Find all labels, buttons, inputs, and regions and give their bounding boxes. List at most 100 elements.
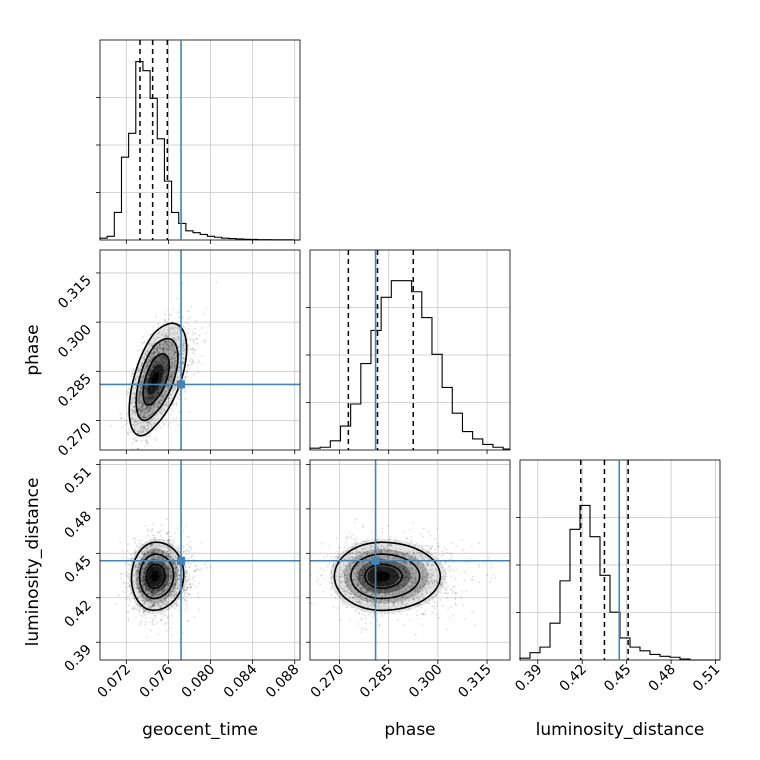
sample-point bbox=[133, 411, 135, 413]
sample-point bbox=[138, 387, 141, 390]
sample-point bbox=[168, 385, 171, 388]
sample-point bbox=[141, 401, 143, 404]
sample-point bbox=[144, 623, 147, 626]
sample-point bbox=[145, 442, 148, 445]
sample-point bbox=[144, 398, 147, 401]
sample-point bbox=[144, 396, 147, 399]
sample-point bbox=[144, 416, 147, 419]
sample-point bbox=[140, 365, 143, 368]
sample-point bbox=[141, 410, 144, 413]
sample-point bbox=[139, 411, 142, 413]
sample-point bbox=[170, 366, 173, 369]
sample-point bbox=[137, 368, 140, 371]
sample-point bbox=[170, 331, 173, 334]
sample-point bbox=[171, 359, 174, 361]
sample-point bbox=[166, 359, 168, 362]
sample-point bbox=[133, 396, 136, 399]
sample-point bbox=[188, 324, 190, 327]
sample-point bbox=[157, 387, 160, 390]
sample-point bbox=[137, 419, 140, 422]
sample-point bbox=[174, 532, 176, 534]
sample-point bbox=[188, 536, 190, 539]
sample-point bbox=[140, 406, 143, 408]
sample-point bbox=[149, 409, 151, 412]
sample-point bbox=[146, 378, 149, 380]
sample-point bbox=[172, 308, 175, 310]
sample-point bbox=[131, 442, 134, 445]
sample-point bbox=[141, 451, 143, 453]
sample-point bbox=[134, 437, 136, 440]
sample-point bbox=[160, 399, 163, 402]
sample-point bbox=[110, 425, 113, 428]
sample-point bbox=[183, 595, 186, 597]
sample-point bbox=[143, 412, 146, 415]
sample-point bbox=[145, 378, 148, 381]
sample-point bbox=[134, 413, 137, 415]
sample-point bbox=[121, 426, 124, 428]
sample-point bbox=[169, 358, 172, 361]
sample-point bbox=[156, 426, 159, 429]
sample-point bbox=[165, 362, 168, 365]
sample-point bbox=[153, 347, 155, 350]
sample-point bbox=[191, 362, 194, 365]
sample-point bbox=[148, 435, 150, 438]
sample-point bbox=[153, 409, 156, 412]
sample-point bbox=[201, 363, 204, 366]
sample-point bbox=[149, 414, 151, 417]
sample-point bbox=[161, 421, 164, 424]
sample-point bbox=[151, 394, 154, 397]
sample-point bbox=[170, 367, 173, 370]
sample-point bbox=[140, 621, 142, 624]
sample-point bbox=[149, 408, 152, 410]
sample-point bbox=[154, 359, 157, 362]
sample-point bbox=[149, 368, 152, 370]
sample-point bbox=[145, 405, 148, 408]
sample-point bbox=[184, 389, 187, 392]
sample-point bbox=[175, 403, 178, 405]
sample-point bbox=[149, 395, 152, 398]
sample-point bbox=[148, 374, 151, 376]
sample-point bbox=[178, 311, 181, 314]
sample-point bbox=[141, 405, 144, 408]
sample-point bbox=[159, 361, 162, 364]
sample-point bbox=[184, 377, 187, 380]
sample-point bbox=[153, 348, 155, 350]
sample-point bbox=[154, 422, 157, 425]
sample-point bbox=[164, 342, 167, 345]
sample-point bbox=[153, 346, 156, 349]
sample-point bbox=[190, 363, 193, 366]
sample-point bbox=[138, 410, 141, 412]
sample-point bbox=[157, 333, 160, 335]
sample-point bbox=[146, 444, 149, 447]
sample-point bbox=[154, 402, 157, 405]
sample-point bbox=[158, 424, 161, 426]
sample-point bbox=[170, 535, 173, 537]
sample-point bbox=[209, 566, 212, 569]
sample-point bbox=[140, 393, 143, 395]
sample-point bbox=[205, 566, 208, 569]
sample-point bbox=[152, 398, 154, 400]
sample-point bbox=[159, 355, 161, 358]
sample-point bbox=[163, 366, 166, 369]
sample-point bbox=[159, 347, 161, 349]
sample-point bbox=[124, 591, 126, 594]
sample-point bbox=[146, 378, 149, 381]
sample-point bbox=[142, 431, 145, 433]
sample-point bbox=[137, 450, 139, 452]
sample-point bbox=[154, 617, 157, 619]
sample-point bbox=[175, 351, 178, 354]
sample-point bbox=[139, 399, 141, 402]
sample-point bbox=[168, 355, 171, 357]
sample-point bbox=[146, 390, 148, 393]
panel-frame bbox=[99, 39, 301, 241]
sample-point bbox=[145, 380, 148, 383]
sample-point bbox=[157, 322, 159, 324]
sample-point bbox=[163, 379, 166, 382]
sample-point bbox=[156, 359, 159, 362]
sample-point bbox=[184, 390, 187, 393]
sample-point bbox=[168, 345, 171, 348]
sample-point bbox=[159, 534, 162, 537]
sample-point bbox=[138, 395, 141, 397]
sample-point bbox=[151, 364, 154, 367]
sample-point bbox=[136, 371, 139, 374]
